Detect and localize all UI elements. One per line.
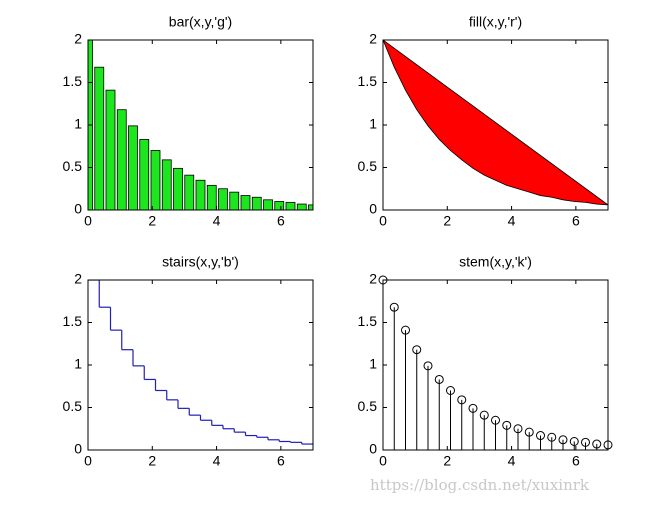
bar — [105, 89, 116, 210]
y-tick-label: 0 — [369, 201, 377, 217]
y-tick-label: 2 — [74, 271, 82, 287]
y-tick-label: 0 — [369, 441, 377, 457]
x-tick-label: 2 — [443, 213, 451, 229]
bar — [128, 125, 138, 210]
bar — [173, 167, 183, 210]
subplot-title: bar(x,y,'g') — [169, 14, 232, 30]
y-tick-label: 1 — [74, 356, 82, 372]
x-tick-label: 6 — [277, 453, 285, 469]
subplot-title: fill(x,y,'r') — [469, 14, 522, 30]
bar — [195, 179, 206, 210]
bar — [251, 196, 262, 210]
subplot-title: stem(x,y,'k') — [459, 254, 532, 270]
stem-marker — [423, 361, 433, 371]
bar — [296, 203, 307, 210]
x-tick-label: 4 — [508, 213, 516, 229]
x-tick-label: 2 — [148, 213, 156, 229]
y-tick-label: 1.5 — [63, 313, 83, 329]
stem-marker — [389, 302, 399, 312]
stem-marker — [581, 437, 590, 447]
bar — [116, 109, 127, 210]
bar — [184, 174, 195, 210]
stem-marker — [547, 432, 557, 442]
x-tick-label: 0 — [84, 453, 92, 469]
bar — [218, 188, 228, 210]
bar — [139, 139, 150, 210]
bar — [161, 159, 172, 210]
bar — [94, 66, 105, 210]
stem-marker — [446, 386, 455, 395]
x-tick-label: 0 — [379, 453, 387, 469]
x-tick-label: 2 — [443, 453, 451, 469]
stem-marker — [524, 427, 534, 437]
stem-marker — [412, 345, 422, 355]
stem-marker — [468, 403, 478, 413]
stem-marker — [558, 435, 568, 445]
x-tick-label: 0 — [379, 213, 387, 229]
y-tick-label: 1 — [74, 116, 82, 132]
plot-area — [383, 40, 608, 206]
bar — [229, 191, 240, 210]
y-tick-label: 1.5 — [358, 313, 378, 329]
y-tick-label: 2 — [369, 31, 377, 47]
stem-marker — [491, 415, 500, 425]
stem-marker — [401, 325, 410, 335]
watermark: https://blog.csdn.net/xuxinrk — [370, 476, 590, 494]
bar — [274, 201, 285, 210]
y-tick-label: 0 — [74, 201, 82, 217]
y-tick-label: 2 — [369, 271, 377, 287]
y-tick-label: 1.5 — [63, 73, 83, 89]
plot-area — [88, 280, 313, 445]
stem-marker — [569, 437, 579, 446]
y-tick-label: 1 — [369, 356, 377, 372]
bar — [206, 184, 217, 210]
y-tick-label: 0.5 — [63, 158, 83, 174]
stem-marker — [434, 374, 444, 384]
x-tick-label: 0 — [84, 213, 92, 229]
bar — [308, 204, 313, 210]
y-tick-label: 0.5 — [358, 158, 378, 174]
stem-marker — [592, 439, 602, 449]
x-tick-label: 4 — [213, 213, 221, 229]
bar — [240, 195, 251, 210]
x-tick-label: 4 — [508, 453, 516, 469]
bar — [150, 150, 161, 210]
stem-marker — [479, 410, 489, 420]
stem-marker — [502, 420, 512, 430]
x-tick-label: 2 — [148, 453, 156, 469]
x-tick-label: 4 — [213, 453, 221, 469]
subplot-title: stairs(x,y,'b') — [162, 254, 239, 270]
stem-marker — [536, 431, 545, 441]
y-tick-label: 2 — [74, 31, 82, 47]
x-tick-label: 6 — [572, 453, 580, 469]
y-tick-label: 0.5 — [358, 398, 378, 414]
stem-marker — [513, 424, 523, 434]
bar — [263, 199, 273, 210]
axes-bg — [88, 280, 313, 450]
stem-marker — [457, 395, 467, 405]
y-tick-label: 1 — [369, 116, 377, 132]
y-tick-label: 0.5 — [63, 398, 83, 414]
x-tick-label: 6 — [572, 213, 580, 229]
fill-area — [383, 40, 608, 206]
x-tick-label: 6 — [277, 213, 285, 229]
y-tick-label: 1.5 — [358, 73, 378, 89]
bar — [285, 201, 296, 210]
y-tick-label: 0 — [74, 441, 82, 457]
